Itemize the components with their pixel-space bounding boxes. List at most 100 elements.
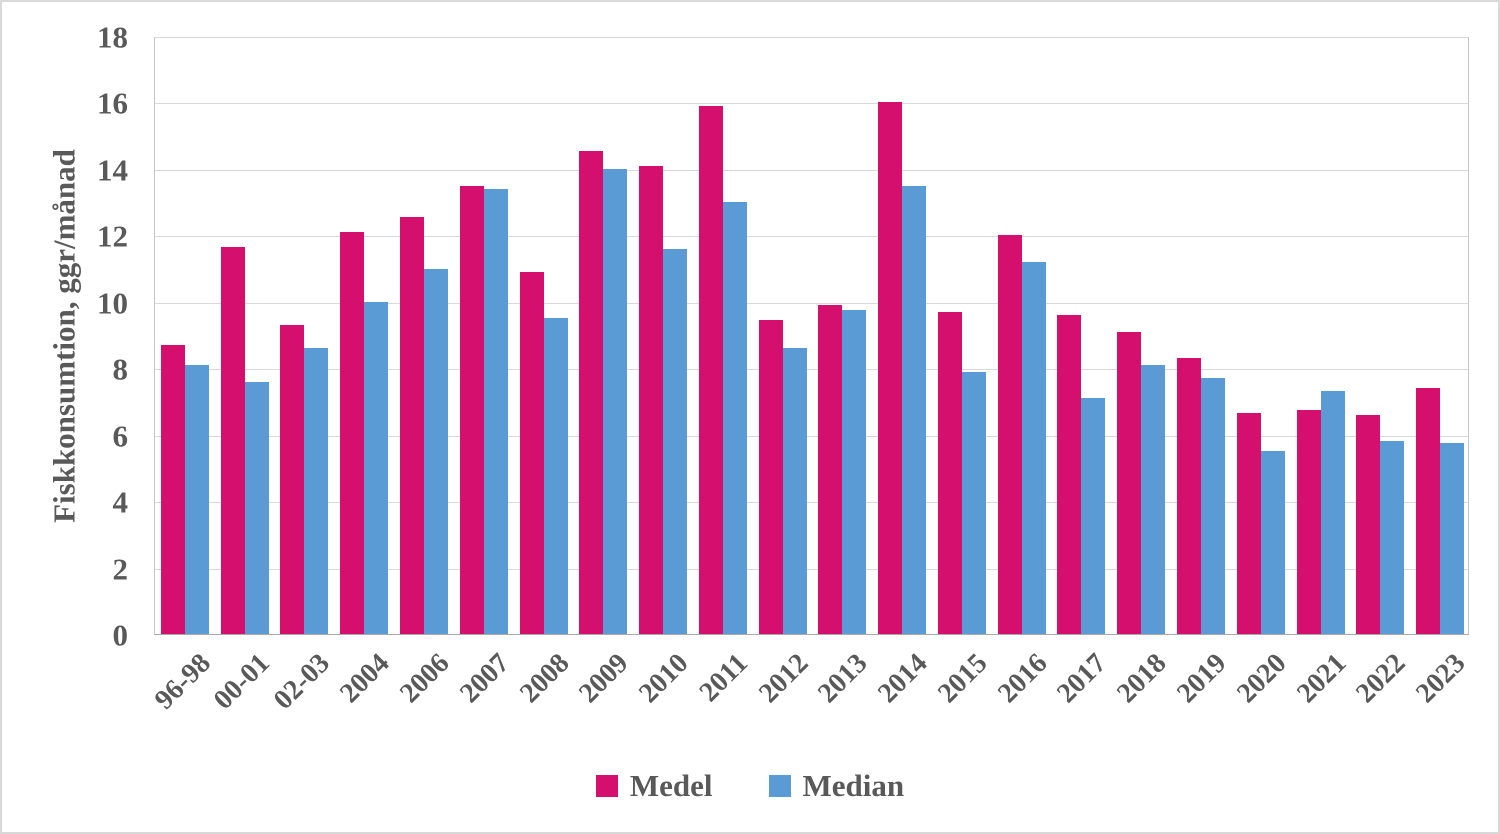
bar-medel-2019: [1177, 358, 1201, 634]
bar-median-2009: [603, 168, 628, 634]
bar-medel-2023: [1416, 388, 1441, 634]
bar-group-2022: [1350, 37, 1410, 634]
bar-medel-96-98: [160, 344, 185, 634]
bar-group-2021: [1291, 37, 1351, 634]
bar-group-2015: [932, 37, 992, 634]
bar-group-02-03: [275, 37, 335, 634]
bar-median-2007: [483, 188, 508, 634]
gridline-10: [155, 302, 1468, 304]
x-tick-label-02-03: 02-03: [267, 647, 336, 716]
x-tick-label-2008: 2008: [513, 647, 576, 710]
x-tick-label-96-98: 96-98: [148, 647, 217, 716]
x-tick-label-2017: 2017: [1051, 647, 1113, 710]
legend: Medel Median: [2, 770, 1498, 801]
y-tick-label-4: 4: [112, 484, 129, 520]
gridline-12: [155, 236, 1468, 238]
bar-median-2015: [961, 371, 986, 634]
bar-median-2022: [1380, 441, 1405, 634]
bar-medel-2009: [579, 150, 604, 634]
bar-medel-2010: [639, 165, 664, 634]
y-tick-label-16: 16: [97, 85, 128, 121]
y-tick-label-12: 12: [97, 218, 128, 254]
y-tick-label-14: 14: [97, 152, 128, 188]
x-tick-label-2006: 2006: [393, 647, 456, 710]
gridline-14: [155, 169, 1468, 171]
x-tick-label-2012: 2012: [752, 647, 815, 710]
bar-group-2019: [1171, 37, 1231, 634]
bar-medel-2015: [937, 311, 962, 634]
bar-median-2018: [1141, 364, 1166, 634]
x-tick-label-2004: 2004: [334, 647, 396, 710]
bar-median-2014: [902, 185, 927, 634]
bar-median-2013: [842, 310, 867, 634]
bar-median-2021: [1320, 391, 1345, 634]
bar-group-2010: [633, 37, 693, 634]
bar-group-2016: [992, 37, 1052, 634]
bar-median-2019: [1201, 378, 1225, 634]
bar-medel-2020: [1236, 413, 1261, 634]
bar-group-2018: [1111, 37, 1171, 634]
x-tick-label-2010: 2010: [633, 647, 695, 710]
bar-medel-2011: [698, 105, 723, 634]
x-tick-label-2018: 2018: [1111, 647, 1173, 710]
x-tick-label-2015: 2015: [931, 647, 994, 710]
y-tick-label-10: 10: [97, 285, 128, 321]
bar-medel-2021: [1296, 409, 1321, 634]
bar-medel-2012: [758, 320, 783, 634]
bar-median-02-03: [304, 348, 329, 634]
bar-group-2014: [872, 37, 932, 634]
bar-medel-2022: [1356, 414, 1381, 634]
bar-group-2008: [514, 37, 574, 634]
bar-median-00-01: [244, 381, 269, 634]
x-tick-label-2011: 2011: [693, 647, 755, 709]
y-axis-title: Fiskkonsumtion, ggr/månad: [46, 149, 82, 523]
bar-group-2011: [693, 37, 753, 634]
bar-medel-2006: [399, 217, 424, 634]
y-tick-label-6: 6: [112, 418, 129, 454]
bar-median-2010: [663, 248, 688, 634]
bar-medel-2018: [1117, 331, 1142, 634]
bar-medel-2004: [340, 232, 365, 634]
bar-group-00-01: [215, 37, 275, 634]
legend-label-median: Median: [802, 768, 905, 803]
legend-label-medel: Medel: [629, 768, 713, 803]
bar-medel-2016: [997, 235, 1022, 634]
bar-median-2008: [543, 318, 568, 634]
bar-median-2016: [1021, 261, 1046, 634]
bar-medel-2008: [519, 271, 544, 634]
bar-group-2013: [813, 37, 873, 634]
bar-median-2017: [1081, 398, 1106, 634]
bar-median-96-98: [184, 364, 209, 634]
gridline-18: [155, 37, 1468, 38]
bar-group-2004: [334, 37, 394, 634]
x-tick-label-2022: 2022: [1350, 647, 1412, 710]
bar-median-2020: [1260, 451, 1285, 634]
bar-median-2023: [1440, 442, 1465, 634]
bar-median-2011: [722, 202, 747, 634]
legend-item-medel: Medel: [595, 768, 713, 803]
legend-swatch-medel: [595, 774, 618, 797]
y-tick-label-8: 8: [112, 351, 129, 387]
gridline-2: [155, 568, 1468, 570]
bar-medel-2013: [818, 305, 843, 634]
y-tick-label-0: 0: [112, 617, 129, 653]
gridline-6: [155, 435, 1468, 437]
y-tick-label-2: 2: [112, 551, 129, 587]
bar-median-2012: [782, 348, 807, 634]
bar-group-2012: [753, 37, 813, 634]
x-tick-label-2016: 2016: [991, 647, 1054, 710]
bar-medel-2007: [459, 185, 484, 634]
x-tick-label-2007: 2007: [453, 647, 516, 710]
x-tick-label-00-01: 00-01: [208, 647, 277, 716]
bar-medel-2017: [1057, 315, 1082, 634]
bar-median-2006: [423, 268, 448, 634]
bar-group-96-98: [155, 37, 215, 634]
x-tick-label-2023: 2023: [1410, 647, 1472, 710]
x-tick-label-2020: 2020: [1230, 647, 1293, 710]
x-tick-label-2019: 2019: [1171, 647, 1233, 710]
bar-group-2006: [394, 37, 454, 634]
x-tick-label-2014: 2014: [872, 647, 934, 710]
x-tick-label-2021: 2021: [1290, 647, 1353, 710]
bar-group-2020: [1231, 37, 1291, 634]
bar-group-2017: [1052, 37, 1112, 634]
